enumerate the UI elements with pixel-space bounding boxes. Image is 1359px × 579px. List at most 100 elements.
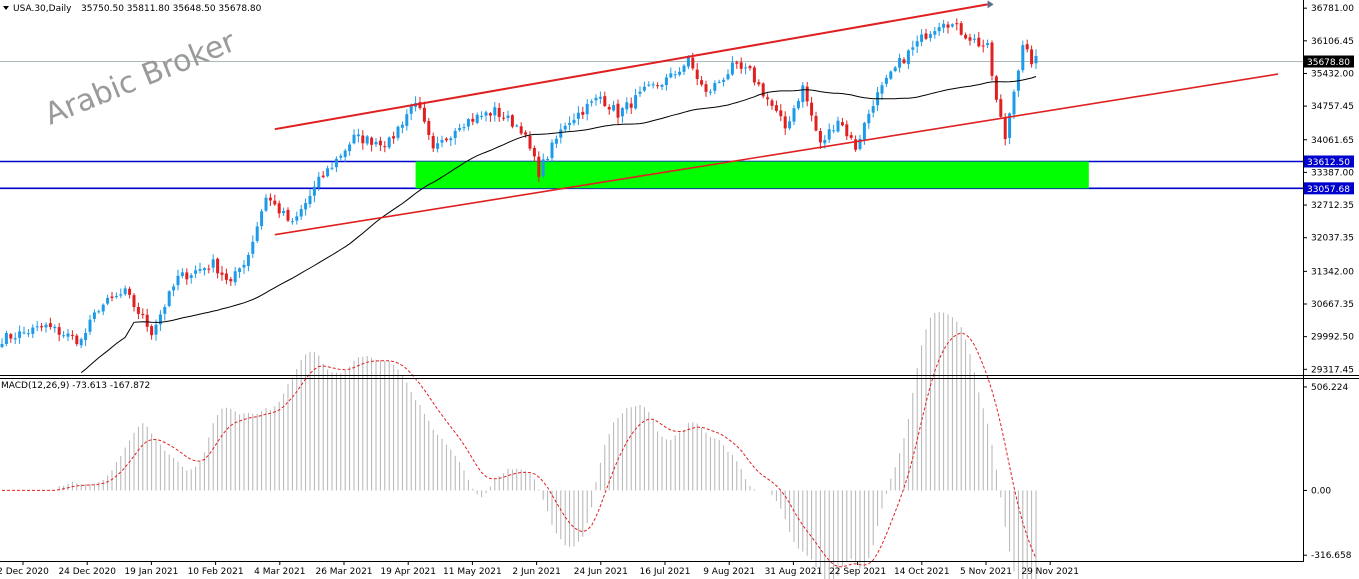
- candle: [625, 97, 629, 114]
- price-tick-label: 29317.45: [1311, 365, 1354, 375]
- candle: [576, 106, 580, 126]
- time-tick-label: 22 Sep 2021: [829, 567, 886, 577]
- candle-body: [339, 155, 343, 158]
- candle-body: [871, 106, 875, 113]
- candle-body: [1003, 117, 1007, 140]
- candle-body: [669, 73, 673, 78]
- candle: [488, 112, 492, 122]
- support-price-2-box: [1304, 182, 1354, 195]
- candle: [836, 116, 840, 133]
- candle: [871, 100, 875, 118]
- price-tick-label: 36781.00: [1311, 4, 1354, 14]
- candle: [308, 189, 312, 208]
- candle: [502, 111, 506, 121]
- price-tick-label: 30667.35: [1311, 300, 1354, 310]
- support-price-1-label: 33612.50: [1307, 158, 1350, 168]
- candle-body: [1008, 113, 1012, 138]
- candle-body: [823, 139, 827, 144]
- candle: [136, 302, 140, 320]
- candle-body: [497, 107, 501, 117]
- time-tick-label: 2 Dec 2020: [0, 567, 49, 577]
- candle: [321, 170, 325, 179]
- candle: [880, 82, 884, 100]
- candle-body: [409, 105, 413, 114]
- candle: [911, 40, 915, 56]
- candle: [101, 303, 105, 316]
- candle: [955, 18, 959, 31]
- candle: [510, 114, 514, 129]
- candle: [682, 64, 686, 76]
- candle-body: [968, 37, 972, 41]
- candle-body: [594, 97, 598, 101]
- candle: [889, 70, 893, 81]
- candle-body: [343, 150, 347, 157]
- candle-body: [836, 120, 840, 132]
- candle-body: [840, 122, 844, 126]
- candle: [660, 83, 664, 91]
- candle: [730, 56, 734, 76]
- candle-body: [774, 105, 778, 111]
- candle: [264, 194, 268, 212]
- candle: [761, 82, 765, 99]
- candle: [233, 267, 237, 286]
- candle: [361, 130, 365, 150]
- candle: [713, 80, 717, 95]
- candle-body: [603, 96, 607, 106]
- candle-body: [510, 115, 514, 127]
- candle: [220, 265, 224, 281]
- candle-body: [66, 333, 70, 337]
- candle-body: [75, 335, 79, 345]
- candle-body: [642, 86, 646, 91]
- candle-body: [106, 297, 110, 304]
- channel-lower-line: [274, 73, 1279, 236]
- candle: [198, 262, 202, 274]
- candle: [286, 207, 290, 223]
- candle: [158, 310, 162, 331]
- candle-body: [180, 272, 184, 276]
- candle: [858, 134, 862, 151]
- candle: [603, 91, 607, 107]
- candle: [902, 57, 906, 65]
- header-menu-icon[interactable]: [3, 6, 9, 10]
- candle-body: [123, 288, 127, 295]
- candle-body: [458, 127, 462, 131]
- candle-body: [484, 112, 488, 116]
- candle: [40, 322, 44, 332]
- trend-channel-layer: [274, 0, 1279, 236]
- chart-header: USA.30,Daily 35750.50 35811.80 35648.50 …: [3, 4, 262, 14]
- time-tick-label: 26 Mar 2021: [315, 567, 372, 577]
- candle-body: [933, 31, 937, 35]
- candle: [334, 156, 338, 173]
- candle: [598, 91, 602, 104]
- candle-body: [211, 259, 215, 268]
- candle-body: [383, 146, 387, 148]
- candle-body: [858, 138, 862, 150]
- candle: [585, 99, 589, 121]
- candle-body: [532, 147, 536, 157]
- candle-body: [964, 34, 968, 39]
- candle: [13, 332, 17, 344]
- moving-average-line: [80, 76, 1037, 373]
- candle: [216, 257, 220, 279]
- candle: [119, 288, 123, 299]
- candle: [458, 123, 462, 132]
- candle-body: [959, 23, 963, 35]
- candle: [444, 137, 448, 143]
- candle: [735, 60, 739, 69]
- candle: [924, 28, 928, 41]
- candle: [999, 94, 1003, 119]
- candle-body: [849, 135, 853, 138]
- candle: [409, 103, 413, 121]
- candle: [673, 70, 677, 79]
- candle-body: [845, 124, 849, 137]
- candle-body: [550, 142, 554, 159]
- candle: [154, 319, 158, 341]
- candle: [704, 80, 708, 97]
- channel-end-marker: [987, 0, 994, 9]
- candle-body: [977, 37, 981, 47]
- candle: [22, 326, 26, 335]
- candle: [752, 65, 756, 86]
- candle-body: [326, 168, 330, 177]
- candle-body: [0, 344, 4, 347]
